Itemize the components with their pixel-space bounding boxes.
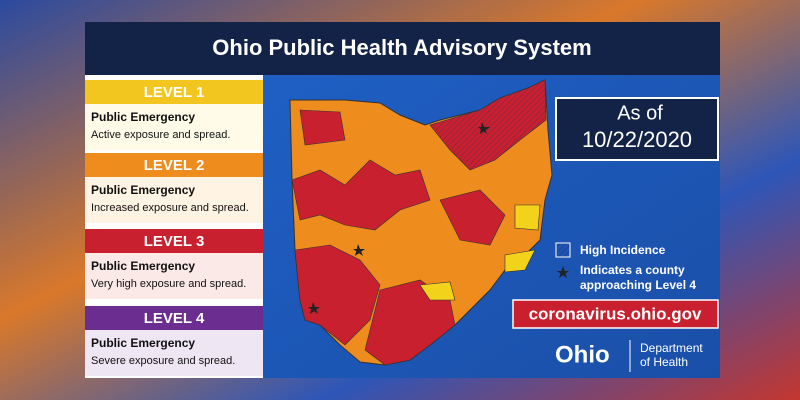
url: coronavirus.ohio.gov <box>529 304 702 323</box>
level-header <box>85 229 263 253</box>
level-label: LEVEL 2 <box>144 157 205 174</box>
legend-label: approaching Level 4 <box>580 278 696 292</box>
region <box>299 109 346 146</box>
region <box>439 189 506 246</box>
region <box>514 204 541 231</box>
level-description: Very high exposure and spread. <box>91 278 246 290</box>
region <box>294 244 381 346</box>
url-box <box>512 299 719 329</box>
level-label: LEVEL 4 <box>144 310 205 327</box>
level-heading: Public Emergency <box>91 336 195 350</box>
ohio-map <box>289 79 553 366</box>
as-of-date: 10/22/2020 <box>582 127 692 152</box>
level-list: LEVEL 1 Public Emergency Active exposure a… <box>85 80 263 376</box>
level-heading: Public Emergency <box>91 259 195 273</box>
level-label: LEVEL 3 <box>144 233 205 250</box>
level-body <box>85 104 263 150</box>
title-bar <box>85 22 720 75</box>
legend-label: Indicates a county <box>580 263 685 277</box>
level-header <box>85 306 263 330</box>
level-heading: Public Emergency <box>91 183 195 197</box>
region <box>419 281 456 301</box>
level-body <box>85 253 263 299</box>
star <box>308 302 320 314</box>
logo-department: of Health <box>640 355 688 369</box>
level-label: LEVEL 1 <box>144 84 205 101</box>
title: Ohio Public Health Advisory System <box>212 35 591 60</box>
level-header <box>85 80 263 104</box>
logo-department: Department <box>640 341 703 355</box>
level-description: Severe exposure and spread. <box>91 355 235 367</box>
level-header <box>85 153 263 177</box>
as-of-label: As of <box>617 102 663 124</box>
legend-icon <box>555 242 571 258</box>
star <box>478 122 490 134</box>
hatch-overlay <box>430 80 546 170</box>
region <box>504 249 536 273</box>
level-body <box>85 177 263 223</box>
region <box>291 159 431 231</box>
star <box>353 244 365 256</box>
level-description: Increased exposure and spread. <box>91 202 249 214</box>
level-description: Active exposure and spread. <box>91 129 230 141</box>
date-box <box>555 97 719 161</box>
level-heading: Public Emergency <box>91 110 195 124</box>
logo-word: Ohio <box>555 341 610 368</box>
level-body <box>85 330 263 376</box>
legend-label: High Incidence <box>580 243 666 257</box>
legend-icon <box>557 266 569 278</box>
